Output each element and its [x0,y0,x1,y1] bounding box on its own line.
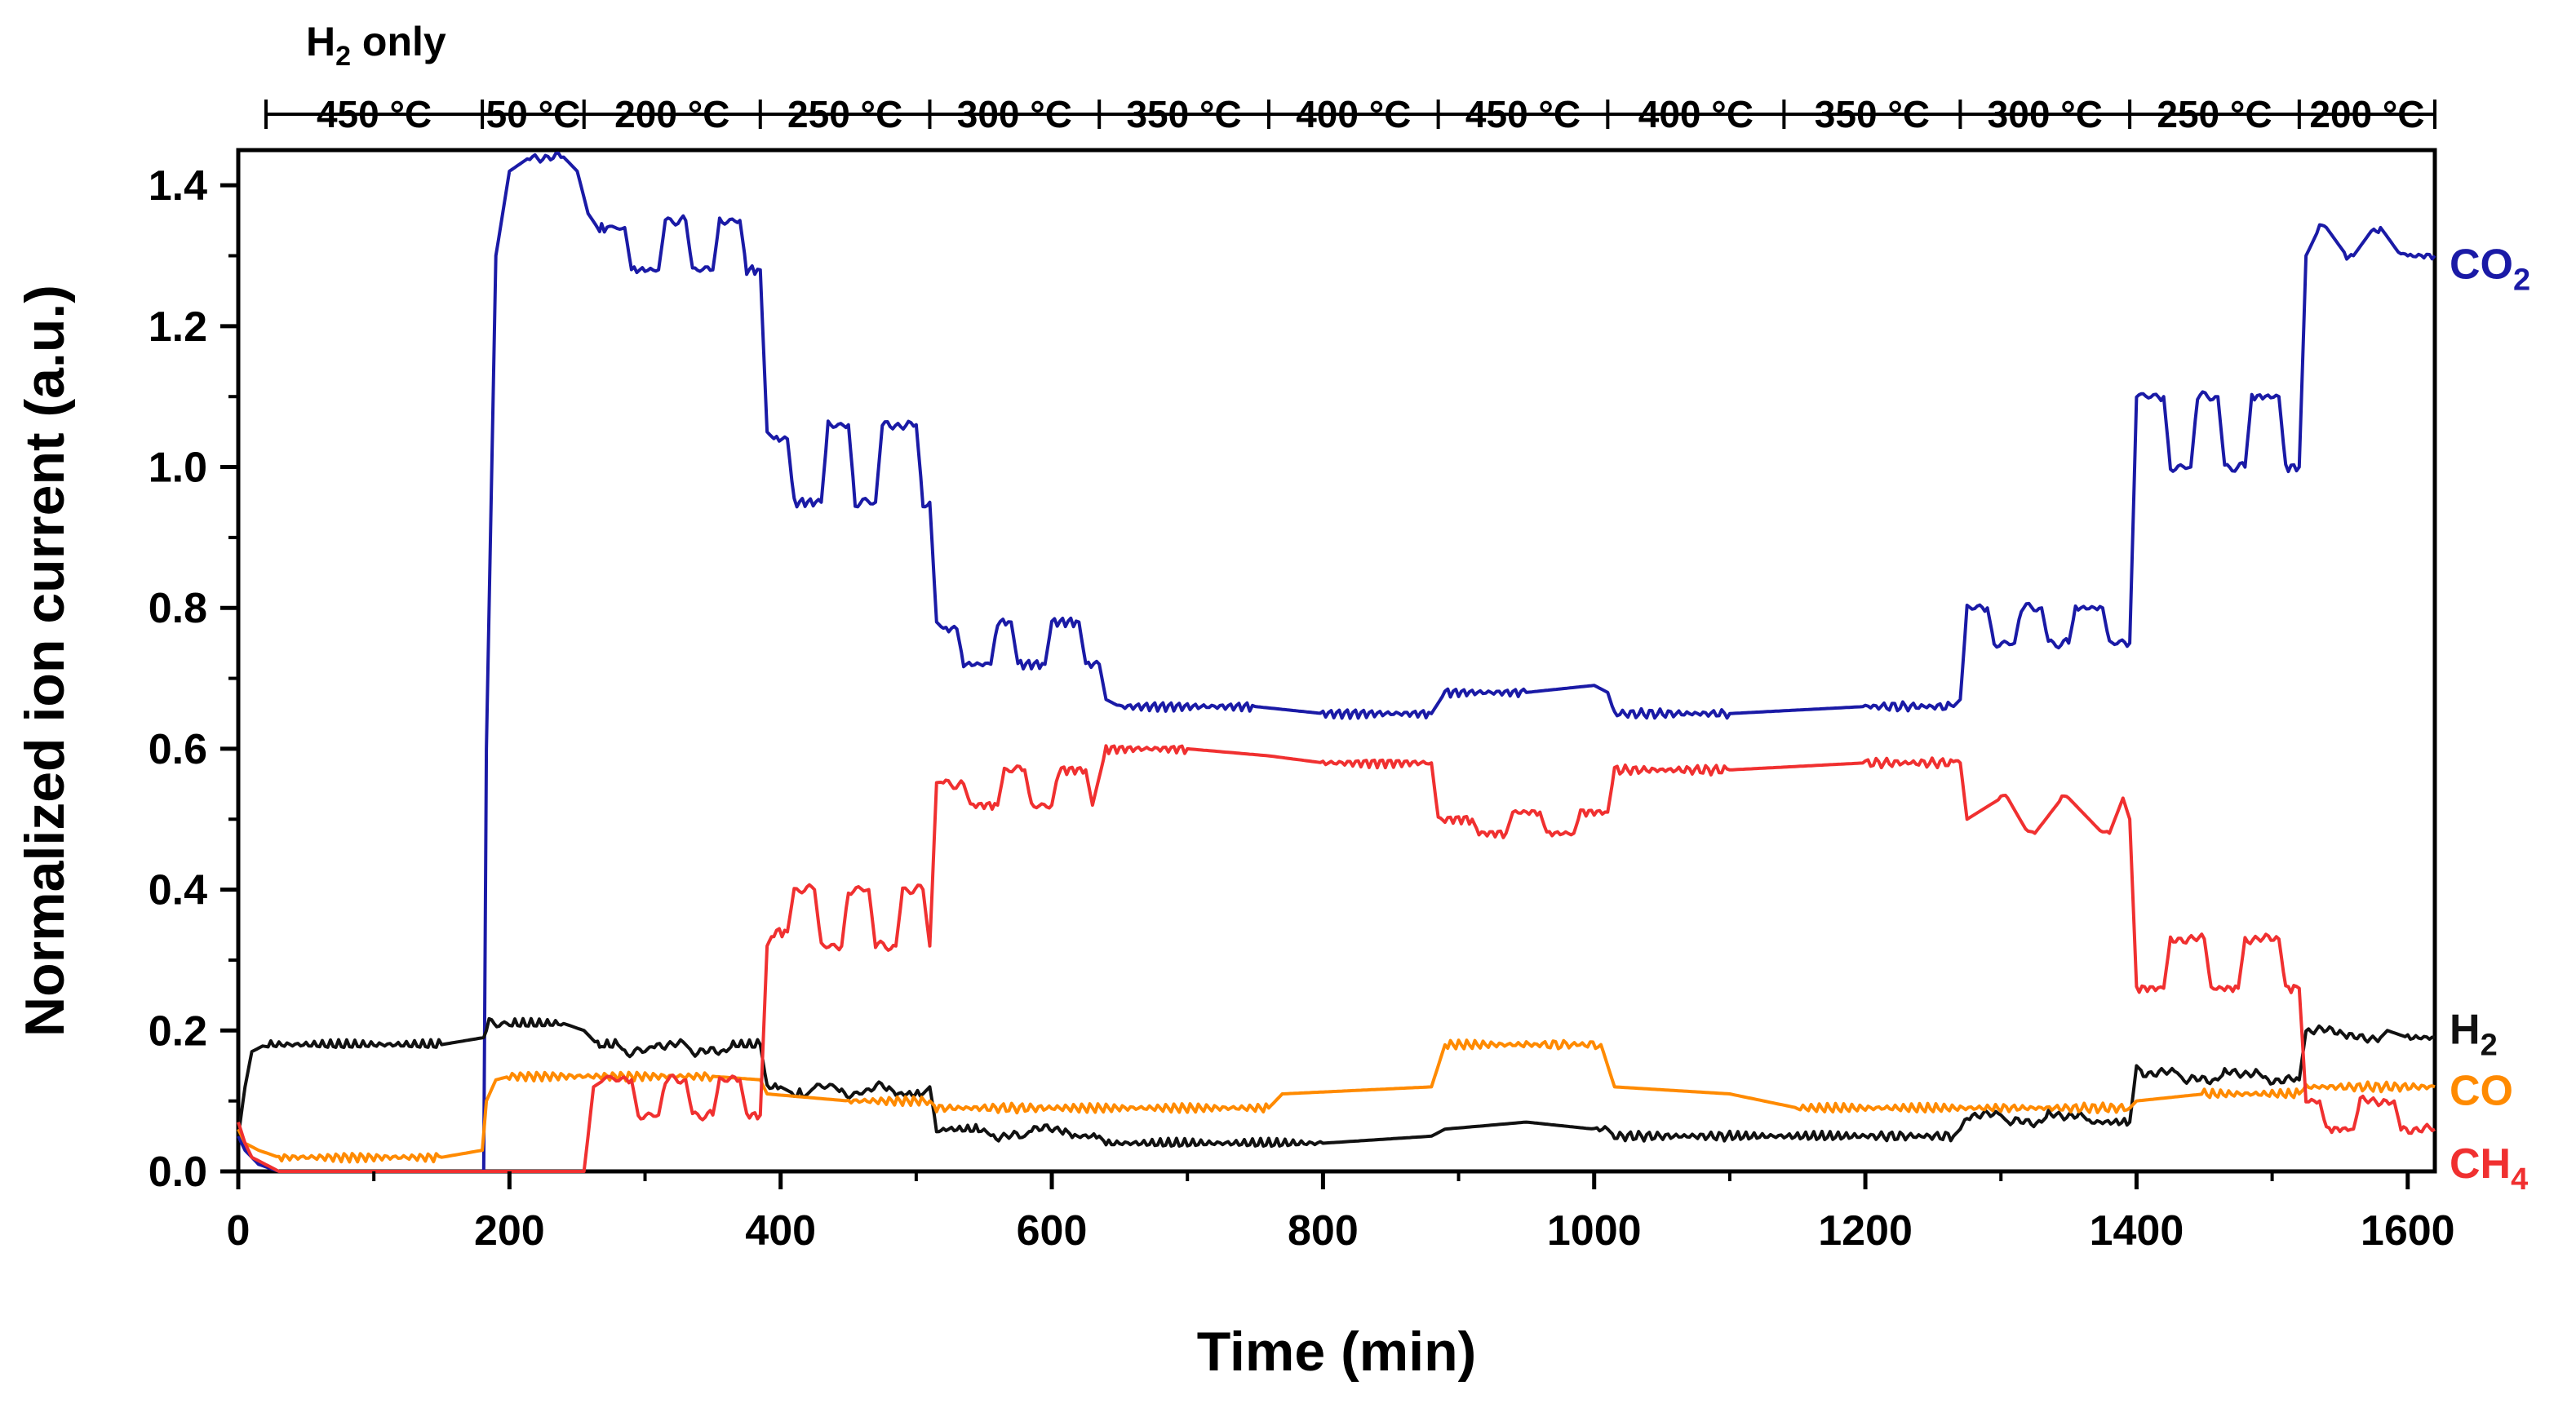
y-axis-title: Normalized ion current (a.u.) [14,285,76,1037]
x-tick-label: 1600 [2361,1207,2455,1255]
series-h2-line [237,1016,2436,1149]
temperature-label: 50 °C [486,93,581,135]
temperature-label: 450 °C [317,93,432,135]
x-tick-label: 1000 [1547,1207,1642,1255]
series-group [237,151,2436,1173]
temperature-label: 450 °C [1465,93,1581,135]
x-tick-label: 0 [227,1207,251,1255]
temperature-label: 400 °C [1638,93,1754,135]
temperature-label: 250 °C [787,93,902,135]
series-label-co: CO [2450,1067,2513,1114]
plot-frame [236,148,2437,1174]
temperature-label: 300 °C [957,93,1072,135]
x-tick-label: 1200 [1818,1207,1913,1255]
y-tick-label: 0.0 [149,1149,207,1196]
y-tick-label: 1.2 [149,303,207,351]
y-tick-label: 1.0 [149,445,207,492]
series-label-h2: H2 [2450,1006,2498,1062]
x-tick-label: 1400 [2090,1207,2184,1255]
x-axis: 0 200 400 600 800 1000 1200 1400 1600 [227,1171,2455,1255]
temperature-label: 300 °C [1988,93,2103,135]
x-tick-label: 800 [1288,1207,1359,1255]
series-co2-line [237,151,2436,1173]
x-tick-label: 600 [1017,1207,1088,1255]
series-ch4-line [237,744,2436,1173]
series-label-co2: CO2 [2450,241,2530,298]
x-tick-label: 400 [745,1207,816,1255]
y-axis: 0.0 0.2 0.4 0.6 0.8 1.0 1.2 1.4 [149,162,238,1196]
y-tick-label: 0.2 [149,1007,207,1055]
series-co-line [237,1038,2436,1164]
series-label-ch4: CH4 [2450,1140,2528,1197]
h2-only-label: H2 only [306,19,446,72]
y-tick-label: 0.6 [149,726,207,773]
y-tick-label: 1.4 [149,162,207,210]
series-labels: CO2 H2 CO CH4 [2450,241,2530,1197]
temperature-label: 250 °C [2157,93,2272,135]
temperature-label: 200 °C [614,93,729,135]
temperature-label: 350 °C [1126,93,1241,135]
temperature-axis: 450 °C 50 °C 200 °C 250 °C 300 °C 350 °C 400 °… [264,93,2436,135]
x-axis-title: Time (min) [1197,1321,1477,1383]
temperature-label: 400 °C [1296,93,1411,135]
y-tick-label: 0.8 [149,585,207,632]
x-tick-label: 200 [474,1207,545,1255]
y-tick-label: 0.4 [149,867,207,914]
temperature-label: 200 °C [2309,93,2424,135]
temperature-label: 350 °C [1815,93,1930,135]
